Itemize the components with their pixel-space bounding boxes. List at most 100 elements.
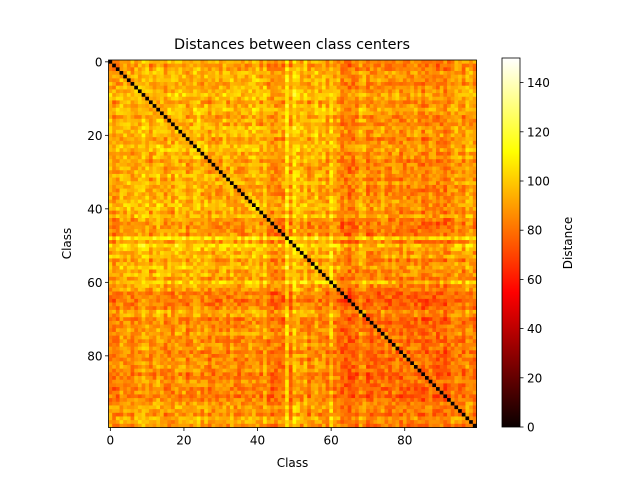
heatmap-cell — [207, 159, 212, 164]
heatmap-cell — [318, 188, 323, 193]
heatmap-cell — [215, 115, 220, 120]
heatmap-cell — [119, 166, 124, 171]
heatmap-cell — [233, 71, 238, 76]
heatmap-cell — [259, 140, 264, 145]
heatmap-cell — [130, 210, 135, 215]
heatmap-cell — [196, 218, 201, 223]
heatmap-cell — [108, 71, 113, 76]
heatmap-cell — [410, 203, 415, 208]
heatmap-cell — [377, 203, 382, 208]
heatmap-cell — [399, 137, 404, 142]
heatmap-cell — [178, 166, 183, 171]
heatmap-cell — [377, 181, 382, 186]
heatmap-cell — [406, 85, 411, 90]
heatmap-cell — [160, 137, 165, 142]
heatmap-cell — [288, 82, 293, 87]
heatmap-cell — [384, 232, 389, 237]
heatmap-cell — [310, 144, 316, 149]
heatmap-cell — [266, 188, 271, 193]
heatmap-cell — [465, 232, 470, 237]
heatmap-cell — [255, 60, 260, 65]
heatmap-cell — [424, 133, 430, 138]
heatmap-cell — [458, 129, 463, 134]
heatmap-cell — [380, 236, 385, 241]
heatmap-cell — [428, 225, 433, 230]
heatmap-cell — [421, 177, 426, 182]
heatmap-cell — [240, 188, 246, 193]
heatmap-cell — [270, 71, 275, 76]
heatmap-cell — [362, 155, 367, 160]
heatmap-cell — [344, 118, 349, 123]
heatmap-cell — [469, 162, 474, 168]
heatmap-cell — [388, 232, 393, 237]
heatmap-cell — [233, 214, 238, 219]
heatmap-cell — [240, 210, 246, 215]
heatmap-cell — [152, 155, 157, 160]
heatmap-cell — [351, 225, 356, 230]
heatmap-cell — [233, 192, 238, 197]
heatmap-cell — [395, 173, 400, 179]
heatmap-cell — [141, 74, 146, 79]
heatmap-cell — [310, 151, 316, 157]
heatmap-cell — [388, 133, 393, 138]
heatmap-cell — [167, 240, 172, 245]
heatmap-cell — [395, 74, 400, 79]
heatmap-cell — [336, 137, 341, 142]
heatmap-cell — [226, 67, 231, 72]
heatmap-cell — [399, 78, 404, 83]
heatmap-cell — [377, 82, 382, 87]
heatmap-cell — [307, 162, 312, 168]
heatmap-cell — [148, 63, 154, 68]
heatmap-cell — [351, 115, 356, 120]
heatmap-cell — [362, 140, 367, 145]
heatmap-cell — [380, 203, 385, 208]
heatmap-cell — [189, 210, 194, 215]
heatmap-cell — [167, 78, 172, 83]
heatmap-cell — [119, 63, 124, 68]
heatmap-cell — [255, 203, 260, 208]
heatmap-cell — [461, 111, 466, 116]
heatmap-cell — [296, 63, 301, 68]
heatmap-cell — [211, 118, 216, 123]
heatmap-cell — [347, 203, 352, 208]
heatmap-cell — [222, 122, 227, 127]
heatmap-cell — [380, 195, 385, 201]
heatmap-cell — [277, 85, 282, 90]
heatmap-cell — [167, 82, 172, 87]
heatmap-cell — [458, 67, 463, 72]
heatmap-cell — [391, 240, 396, 245]
heatmap-cell — [211, 111, 216, 116]
heatmap-cell — [193, 240, 198, 245]
heatmap-cell — [148, 218, 154, 223]
heatmap-cell — [270, 229, 275, 234]
heatmap-cell — [255, 159, 260, 164]
heatmap-cell — [447, 115, 452, 120]
heatmap-cell — [310, 122, 316, 127]
heatmap-cell — [218, 74, 224, 79]
heatmap-cell — [292, 240, 297, 245]
heatmap-cell — [270, 166, 275, 171]
heatmap-cell — [299, 144, 304, 149]
heatmap-cell — [454, 159, 459, 164]
heatmap-cell — [237, 63, 242, 68]
heatmap-cell — [174, 67, 179, 72]
heatmap-cell — [428, 173, 433, 179]
heatmap-cell — [167, 177, 172, 182]
heatmap-cell — [332, 104, 338, 109]
heatmap-cell — [115, 162, 120, 168]
heatmap-cell — [204, 207, 209, 212]
heatmap-cell — [167, 118, 172, 123]
heatmap-cell — [263, 107, 268, 112]
heatmap-cell — [472, 159, 477, 164]
heatmap-cell — [454, 67, 459, 72]
heatmap-cell — [259, 85, 264, 90]
heatmap-cell — [145, 203, 150, 208]
heatmap-cell — [424, 159, 430, 164]
heatmap-cell — [141, 144, 146, 149]
heatmap-cell — [178, 67, 183, 72]
heatmap-cell — [406, 140, 411, 145]
heatmap-cell — [314, 63, 319, 68]
heatmap-cell — [108, 151, 113, 157]
heatmap-cell — [454, 100, 459, 105]
heatmap-cell — [436, 184, 441, 190]
